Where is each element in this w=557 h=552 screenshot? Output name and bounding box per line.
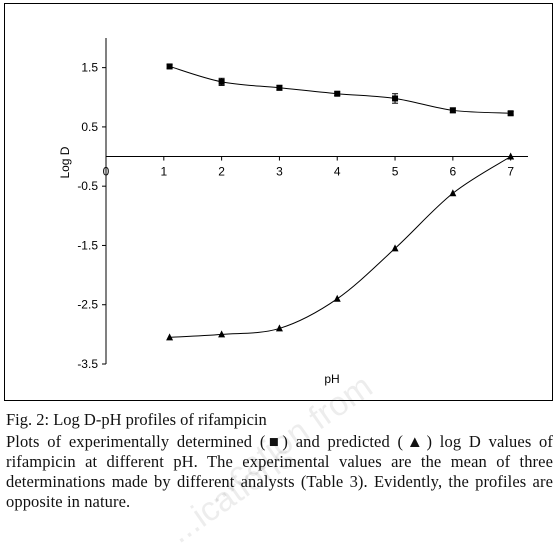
x-tick-label: 7 (507, 165, 514, 179)
figure-caption: Fig. 2: Log D-pH profiles of rifampicin … (6, 410, 553, 512)
series-line-square (169, 65, 511, 114)
data-point-triangle (333, 294, 341, 302)
y-tick-label: -0.5 (77, 179, 98, 193)
y-tick-label: -1.5 (77, 238, 98, 252)
data-point-square (507, 110, 514, 117)
y-axis-label: Log D (58, 146, 72, 178)
data-point-square (334, 90, 341, 97)
y-tick-label: 0.5 (81, 120, 98, 134)
x-tick-label: 2 (218, 165, 225, 179)
x-tick-label: 1 (160, 165, 167, 179)
y-tick-label: -2.5 (77, 298, 98, 312)
chart-ticks: 0 1 2 3 4 5 6 7 1.5 0.5 -0.5 -1.5 -2.5 -3.5 (77, 61, 514, 371)
caption-body: Plots of experimentally determined (■) a… (6, 432, 553, 511)
x-tick-label: 3 (276, 165, 283, 179)
data-point-square (449, 107, 456, 114)
data-point-triangle (391, 244, 399, 252)
series-markers (166, 63, 515, 341)
data-point-triangle (218, 330, 226, 338)
chart-frame: 0 1 2 3 4 5 6 7 1.5 0.5 -0.5 -1.5 -2.5 -3.5 Log D pH (4, 3, 553, 401)
y-tick-label: -3.5 (77, 357, 98, 371)
data-point-square (166, 63, 173, 70)
x-tick-label: 4 (334, 165, 341, 179)
data-point-triangle (275, 324, 283, 332)
x-tick-label: 5 (392, 165, 399, 179)
series-lines (169, 65, 511, 338)
x-axis-label: pH (324, 372, 339, 386)
logd-ph-chart: 0 1 2 3 4 5 6 7 1.5 0.5 -0.5 -1.5 -2.5 -3.5 Log D pH (58, 38, 528, 386)
data-point-square (392, 95, 399, 102)
data-point-square (276, 84, 283, 91)
data-point-triangle (507, 152, 515, 160)
series-line-triangle (169, 156, 511, 338)
chart-axes (105, 38, 528, 364)
data-point-square (218, 78, 225, 85)
data-point-triangle (166, 333, 174, 341)
x-tick-label: 6 (450, 165, 457, 179)
y-tick-label: 1.5 (81, 61, 98, 75)
data-point-triangle (449, 189, 457, 197)
x-tick-label: 0 (103, 165, 110, 179)
caption-title: Fig. 2: Log D-pH profiles of rifampicin (6, 410, 267, 429)
